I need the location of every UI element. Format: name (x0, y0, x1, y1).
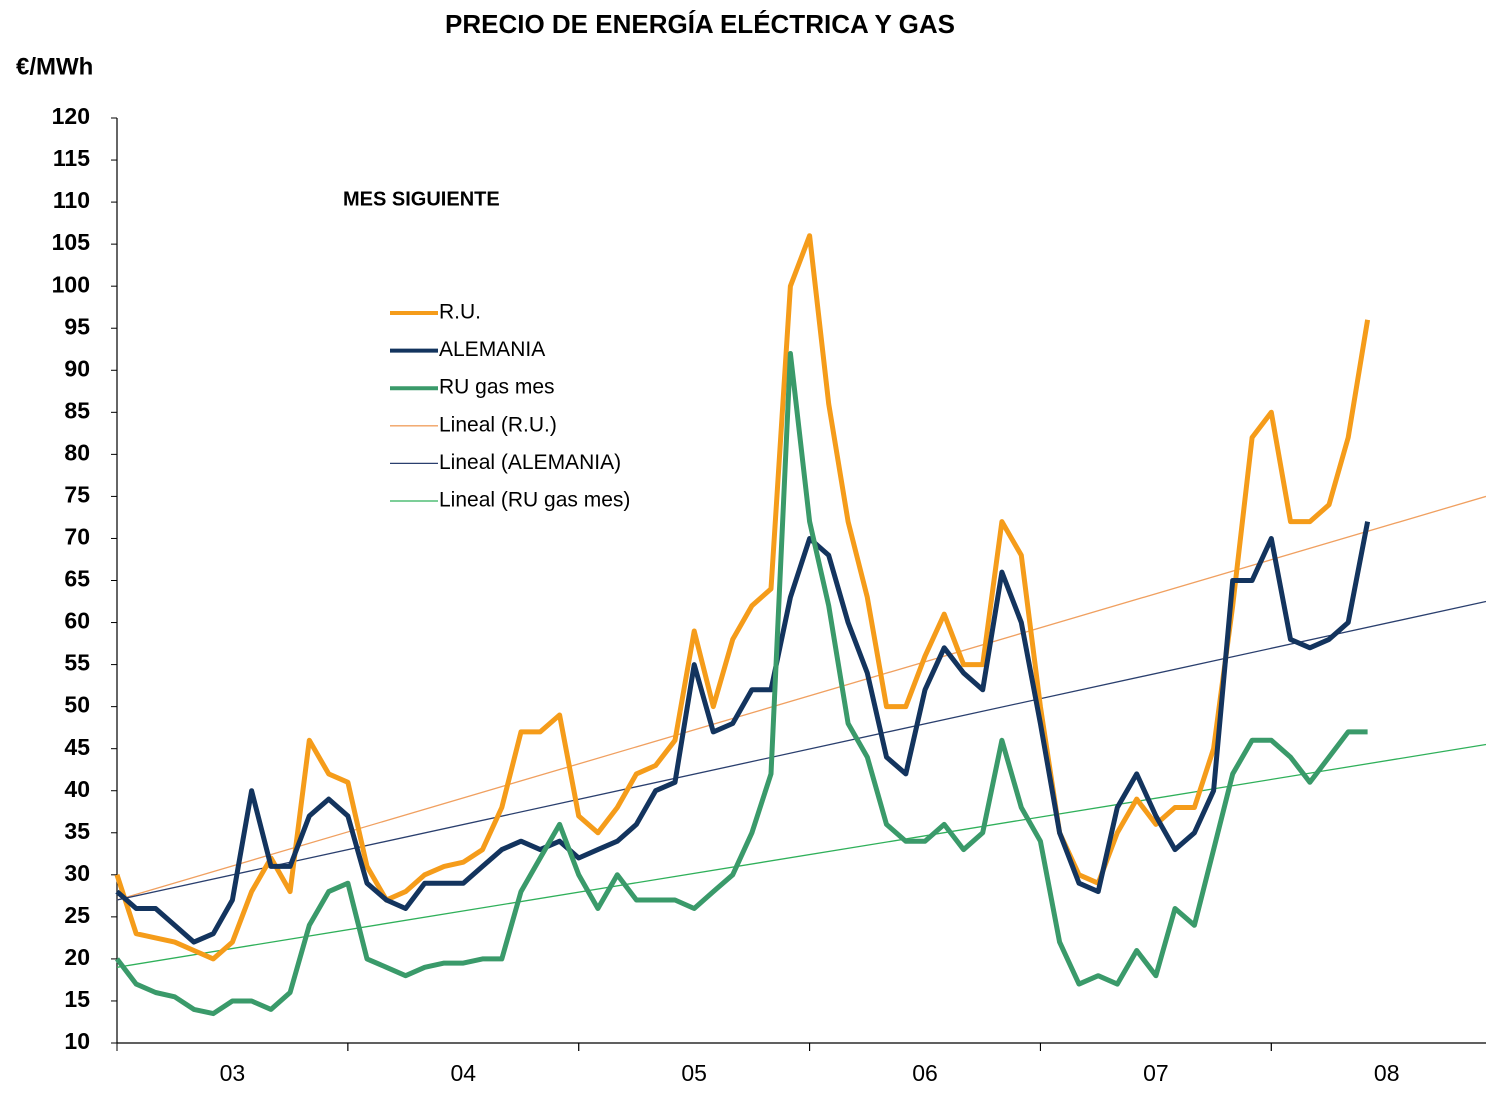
y-tick-label: 25 (64, 902, 90, 928)
x-tick-label: 06 (912, 1060, 938, 1086)
y-tick-label: 60 (64, 608, 90, 634)
y-tick-label: 75 (64, 481, 90, 507)
y-tick-label: 120 (52, 103, 90, 129)
series-line (115, 351, 1368, 1017)
y-tick-label: 35 (64, 818, 90, 844)
y-tick-label: 85 (64, 397, 90, 423)
y-tick-label: 50 (64, 692, 90, 718)
y-tick-label: 115 (53, 145, 90, 171)
y-tick-label: 105 (52, 229, 91, 255)
x-tick-label: 05 (681, 1060, 707, 1086)
y-axis-label: €/MWh (16, 53, 93, 80)
y-tick-label: 80 (64, 439, 90, 465)
legend-label: Lineal (ALEMANIA) (439, 451, 621, 474)
y-tick-label: 70 (64, 524, 90, 550)
series-line (115, 521, 1371, 945)
x-tick-label: 07 (1143, 1060, 1169, 1086)
y-tick-label: 10 (64, 1028, 90, 1054)
series-line (116, 600, 1486, 901)
legend-label: ALEMANIA (439, 338, 545, 361)
x-tick-label: 08 (1374, 1060, 1400, 1086)
annotation: MES SIGUIENTE (343, 188, 500, 210)
legend-label: R.U. (439, 301, 481, 324)
legend-label: RU gas mes (439, 376, 555, 399)
legend-label: Lineal (RU gas mes) (439, 489, 630, 512)
series-line (116, 743, 1486, 968)
y-tick-label: 95 (64, 313, 90, 339)
y-tick-label: 100 (52, 271, 90, 297)
y-tick-label: 55 (64, 650, 90, 676)
y-tick-label: 40 (64, 776, 90, 802)
y-tick-label: 30 (64, 860, 90, 886)
y-tick-label: 45 (64, 734, 90, 760)
y-tick-label: 15 (64, 986, 90, 1012)
x-tick-label: 04 (450, 1060, 476, 1086)
chart-title: PRECIO DE ENERGÍA ELÉCTRICA Y GAS (445, 9, 955, 39)
y-tick-label: 20 (64, 944, 90, 970)
y-tick-label: 90 (64, 355, 90, 381)
legend-label: Lineal (R.U.) (439, 413, 557, 436)
x-tick-label: 03 (220, 1060, 246, 1086)
y-tick-label: 65 (64, 566, 90, 592)
y-tick-label: 110 (53, 187, 90, 213)
